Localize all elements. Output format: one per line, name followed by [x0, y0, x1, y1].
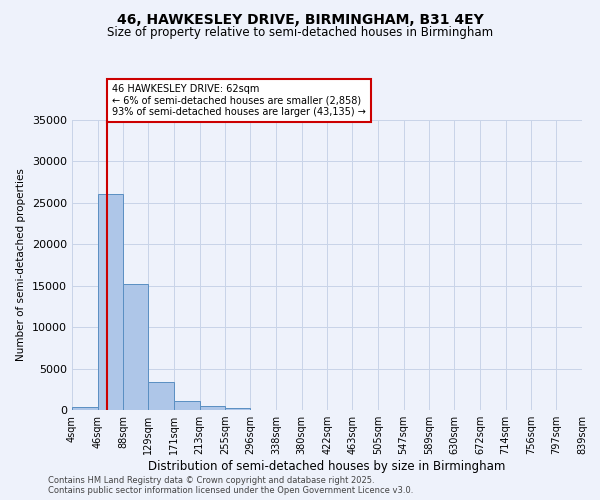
Bar — [226, 408, 250, 410]
Bar — [174, 402, 200, 410]
Text: Size of property relative to semi-detached houses in Birmingham: Size of property relative to semi-detach… — [107, 26, 493, 39]
Bar — [98, 194, 124, 410]
Text: 46, HAWKESLEY DRIVE, BIRMINGHAM, B31 4EY: 46, HAWKESLEY DRIVE, BIRMINGHAM, B31 4EY — [116, 12, 484, 26]
X-axis label: Distribution of semi-detached houses by size in Birmingham: Distribution of semi-detached houses by … — [148, 460, 506, 473]
Bar — [148, 382, 174, 410]
Y-axis label: Number of semi-detached properties: Number of semi-detached properties — [16, 168, 26, 362]
Bar — [124, 284, 148, 410]
Text: 46 HAWKESLEY DRIVE: 62sqm
← 6% of semi-detached houses are smaller (2,858)
93% o: 46 HAWKESLEY DRIVE: 62sqm ← 6% of semi-d… — [112, 84, 366, 117]
Text: Contains HM Land Registry data © Crown copyright and database right 2025.
Contai: Contains HM Land Registry data © Crown c… — [48, 476, 413, 495]
Bar — [72, 406, 98, 410]
Bar — [200, 406, 226, 410]
